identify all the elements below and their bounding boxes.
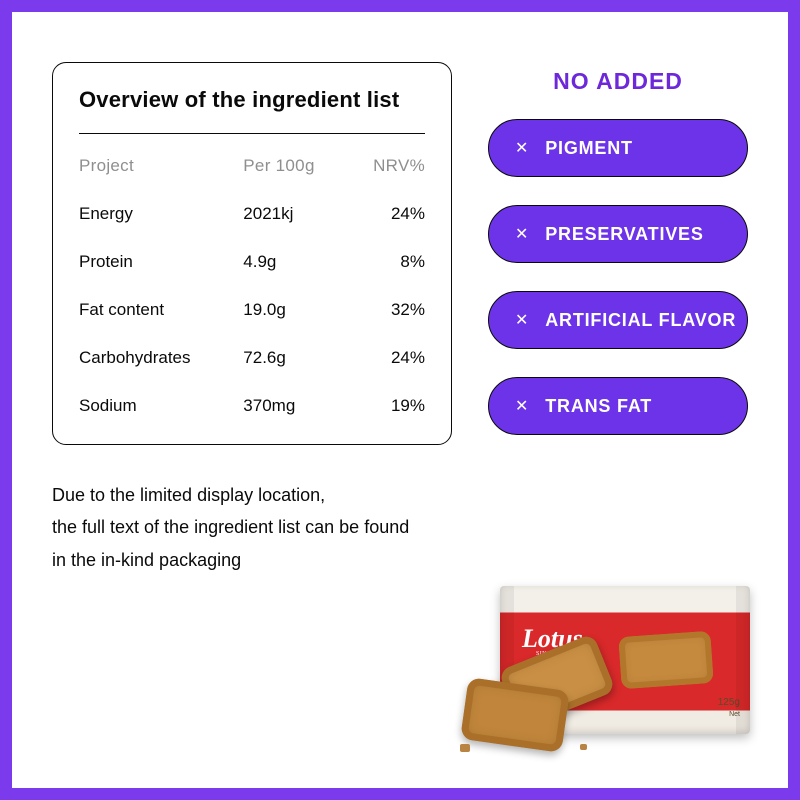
col-nrv: NRV% [349,150,426,190]
x-icon: ✕ [515,396,529,416]
table-row: Carbohydrates 72.6g 24% [79,334,425,382]
panel-title: Overview of the ingredient list [79,87,425,113]
package-weight: 125g [718,697,740,708]
footnote-line: the full text of the ingredient list can… [52,511,452,543]
footnote-line: Due to the limited display location, [52,479,452,511]
cell-nrv: 32% [349,286,426,334]
pill-label: ARTIFICIAL FLAVOR [545,310,736,331]
cell-value: 4.9g [243,238,348,286]
package-biscuit-art [618,631,713,689]
nutrition-panel: Overview of the ingredient list Project … [52,62,452,445]
footnote: Due to the limited display location, the… [52,479,452,576]
content-row: Overview of the ingredient list Project … [52,62,748,576]
cell-name: Fat content [79,286,243,334]
pill-preservatives: ✕ PRESERVATIVES [488,205,748,263]
pill-pigment: ✕ PIGMENT [488,119,748,177]
no-added-heading: NO ADDED [553,68,683,95]
right-column: NO ADDED ✕ PIGMENT ✕ PRESERVATIVES ✕ ART… [488,62,748,576]
pill-artificial-flavor: ✕ ARTIFICIAL FLAVOR [488,291,748,349]
footnote-line: in the in-kind packaging [52,544,452,576]
table-row: Energy 2021kj 24% [79,190,425,238]
cell-name: Energy [79,190,243,238]
outer-frame: Overview of the ingredient list Project … [0,0,800,800]
pill-label: TRANS FAT [545,396,652,417]
pill-trans-fat: ✕ TRANS FAT [488,377,748,435]
table-row: Sodium 370mg 19% [79,382,425,430]
nutrition-table: Project Per 100g NRV% Energy 2021kj 24% … [79,150,425,430]
cell-nrv: 24% [349,190,426,238]
package-net: Net [729,711,740,718]
pill-label: PRESERVATIVES [545,224,703,245]
table-header-row: Project Per 100g NRV% [79,150,425,190]
cell-nrv: 19% [349,382,426,430]
left-column: Overview of the ingredient list Project … [52,62,452,576]
cell-value: 19.0g [243,286,348,334]
x-icon: ✕ [515,224,529,244]
cell-value: 72.6g [243,334,348,382]
table-row: Fat content 19.0g 32% [79,286,425,334]
cell-name: Sodium [79,382,243,430]
col-project: Project [79,150,243,190]
cell-nrv: 8% [349,238,426,286]
cell-name: Carbohydrates [79,334,243,382]
col-per100g: Per 100g [243,150,348,190]
x-icon: ✕ [515,310,529,330]
cell-value: 370mg [243,382,348,430]
product-image: Lotus SINCE 1932 Biscoff 125g Net [460,562,750,752]
panel-divider [79,133,425,134]
crumb [580,744,587,750]
x-icon: ✕ [515,138,529,158]
loose-biscuit [460,677,570,753]
table-row: Protein 4.9g 8% [79,238,425,286]
pill-label: PIGMENT [545,138,633,159]
cell-name: Protein [79,238,243,286]
crumb [460,744,470,752]
cell-nrv: 24% [349,334,426,382]
cell-value: 2021kj [243,190,348,238]
